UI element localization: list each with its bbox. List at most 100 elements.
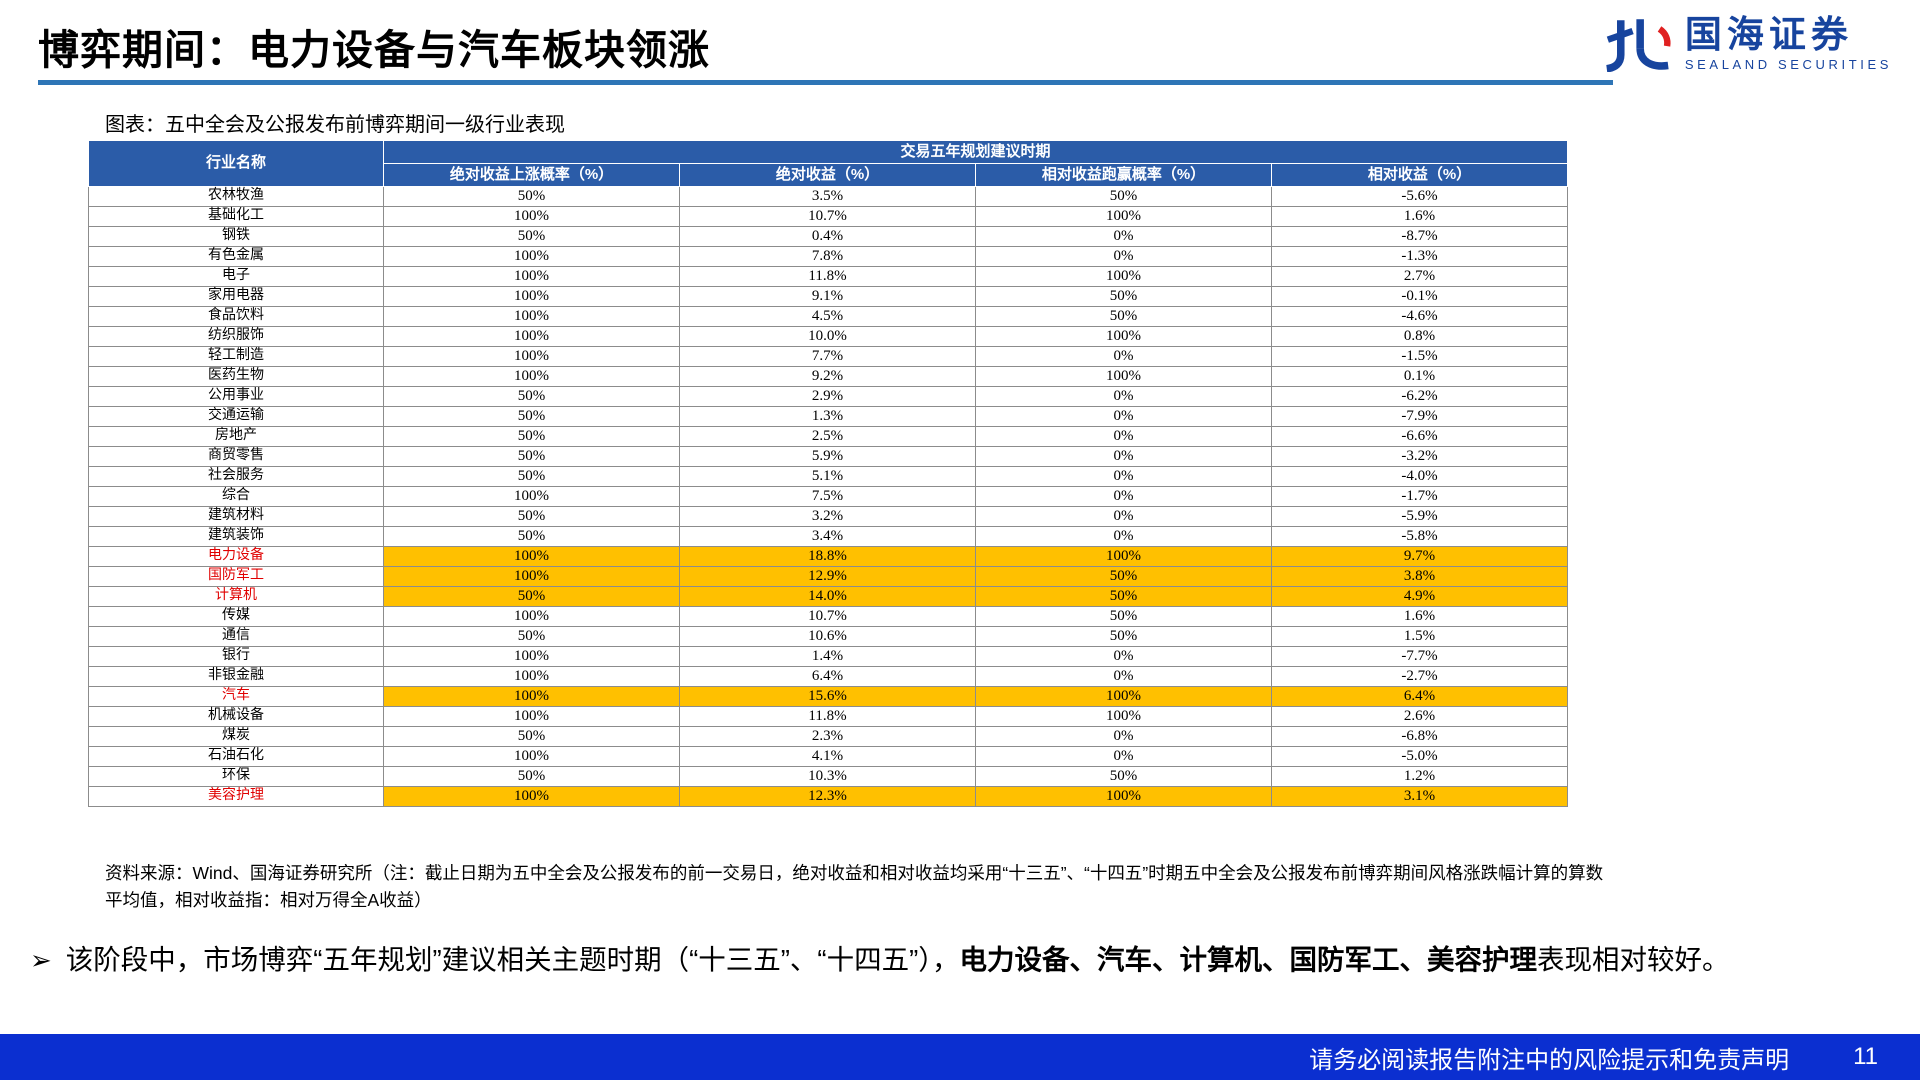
group-header-row: 行业名称 交易五年规划建议时期 — [88, 140, 1569, 187]
value-cell: 100% — [975, 366, 1272, 387]
value-cell: 50% — [383, 526, 680, 547]
group-header: 交易五年规划建议时期 — [382, 140, 1569, 164]
value-cell: 6.4% — [679, 666, 976, 687]
industry-cell: 食品饮料 — [88, 306, 384, 327]
bullet-text-bold: 电力设备、汽车、计算机、国防军工、美容护理 — [959, 944, 1538, 975]
value-cell: 50% — [975, 186, 1272, 207]
value-cell: 50% — [383, 506, 680, 527]
value-cell: 18.8% — [679, 546, 976, 567]
industry-cell: 煤炭 — [88, 726, 384, 747]
value-cell: -4.0% — [1270, 466, 1569, 487]
value-cell: 100% — [975, 546, 1272, 567]
industry-cell: 美容护理 — [88, 786, 384, 807]
value-cell: -1.5% — [1270, 346, 1569, 367]
value-cell: 50% — [383, 386, 680, 407]
value-cell: 50% — [975, 286, 1272, 307]
value-cell: 0% — [975, 426, 1272, 447]
industry-cell: 传媒 — [88, 606, 384, 627]
value-cell: 100% — [975, 706, 1272, 727]
value-cell: 100% — [975, 786, 1272, 807]
value-cell: 4.1% — [679, 746, 976, 767]
col-header-abs-win-prob: 绝对收益上涨概率（%） — [383, 163, 680, 187]
table-row: 医药生物 100% 9.2% 100% 0.1% — [88, 366, 1569, 387]
value-cell: 50% — [383, 466, 680, 487]
value-cell: 100% — [383, 786, 680, 807]
table-row: 非银金融 100% 6.4% 0% -2.7% — [88, 666, 1569, 687]
industry-cell: 环保 — [88, 766, 384, 787]
table-row: 电子 100% 11.8% 100% 2.7% — [88, 266, 1569, 287]
logo-name-en: SEALAND SECURITIES — [1684, 56, 1892, 72]
industry-cell: 纺织服饰 — [88, 326, 384, 347]
industry-cell: 有色金属 — [88, 246, 384, 267]
value-cell: 50% — [975, 626, 1272, 647]
value-cell: 50% — [383, 406, 680, 427]
logo-name-cn: 国海证券 — [1684, 14, 1853, 56]
value-cell: 10.0% — [679, 326, 976, 347]
bullet-arrow-icon: ➢ — [30, 945, 52, 975]
value-cell: -3.2% — [1270, 446, 1569, 467]
industry-cell: 银行 — [88, 646, 384, 667]
value-cell: 0% — [975, 486, 1272, 507]
value-cell: 50% — [383, 586, 680, 607]
value-cell: 0% — [975, 466, 1272, 487]
table-row: 纺织服饰 100% 10.0% 100% 0.8% — [88, 326, 1569, 347]
table-row: 建筑装饰 50% 3.4% 0% -5.8% — [88, 526, 1569, 547]
value-cell: 3.1% — [1270, 786, 1569, 807]
value-cell: 12.3% — [679, 786, 976, 807]
table-row: 交通运输 50% 1.3% 0% -7.9% — [88, 406, 1569, 427]
value-cell: 1.3% — [679, 406, 976, 427]
value-cell: 2.5% — [679, 426, 976, 447]
industry-cell: 通信 — [88, 626, 384, 647]
table-row: 银行 100% 1.4% 0% -7.7% — [88, 646, 1569, 667]
value-cell: 0% — [975, 526, 1272, 547]
value-cell: 1.6% — [1270, 206, 1569, 227]
table-row: 综合 100% 7.5% 0% -1.7% — [88, 486, 1569, 507]
value-cell: 50% — [383, 226, 680, 247]
value-cell: 4.5% — [679, 306, 976, 327]
table-row: 通信 50% 10.6% 50% 1.5% — [88, 626, 1569, 647]
table-row: 国防军工 100% 12.9% 50% 3.8% — [88, 566, 1569, 587]
value-cell: 100% — [383, 326, 680, 347]
value-cell: -7.7% — [1270, 646, 1569, 667]
value-cell: 2.3% — [679, 726, 976, 747]
value-cell: 100% — [383, 306, 680, 327]
page-number: 11 — [1853, 1043, 1878, 1070]
table-row: 公用事业 50% 2.9% 0% -6.2% — [88, 386, 1569, 407]
value-cell: -0.1% — [1270, 286, 1569, 307]
value-cell: -4.6% — [1270, 306, 1569, 327]
value-cell: 100% — [383, 686, 680, 707]
table-row: 社会服务 50% 5.1% 0% -4.0% — [88, 466, 1569, 487]
title-divider — [38, 80, 1613, 85]
table-row: 基础化工 100% 10.7% 100% 1.6% — [88, 206, 1569, 227]
value-cell: 3.2% — [679, 506, 976, 527]
table-row: 家用电器 100% 9.1% 50% -0.1% — [88, 286, 1569, 307]
table-row: 石油石化 100% 4.1% 0% -5.0% — [88, 746, 1569, 767]
value-cell: 100% — [975, 326, 1272, 347]
value-cell: 1.4% — [679, 646, 976, 667]
value-cell: 2.6% — [1270, 706, 1569, 727]
industry-cell: 建筑材料 — [88, 506, 384, 527]
value-cell: 0% — [975, 446, 1272, 467]
value-cell: 9.1% — [679, 286, 976, 307]
table-row: 美容护理 100% 12.3% 100% 3.1% — [88, 786, 1569, 807]
value-cell: 0% — [975, 726, 1272, 747]
footer-disclaimer: 请务必阅读报告附注中的风险提示和免责声明 — [1309, 1046, 1790, 1074]
value-cell: -5.6% — [1270, 186, 1569, 207]
table-body: 农林牧渔 50% 3.5% 50% -5.6% 基础化工 100% 10.7% … — [88, 186, 1569, 807]
industry-cell: 电子 — [88, 266, 384, 287]
value-cell: 1.2% — [1270, 766, 1569, 787]
table-row: 电力设备 100% 18.8% 100% 9.7% — [88, 546, 1569, 567]
value-cell: 100% — [383, 366, 680, 387]
value-cell: -1.7% — [1270, 486, 1569, 507]
industry-cell: 交通运输 — [88, 406, 384, 427]
value-cell: -8.7% — [1270, 226, 1569, 247]
value-cell: 100% — [383, 546, 680, 567]
col-header-rel-return: 相对收益（%） — [1270, 163, 1569, 187]
value-cell: 0% — [975, 226, 1272, 247]
value-cell: 12.9% — [679, 566, 976, 587]
table-caption: 图表：五中全会及公报发布前博弈期间一级行业表现 — [105, 114, 565, 136]
value-cell: 50% — [383, 626, 680, 647]
industry-cell: 电力设备 — [88, 546, 384, 567]
value-cell: 15.6% — [679, 686, 976, 707]
